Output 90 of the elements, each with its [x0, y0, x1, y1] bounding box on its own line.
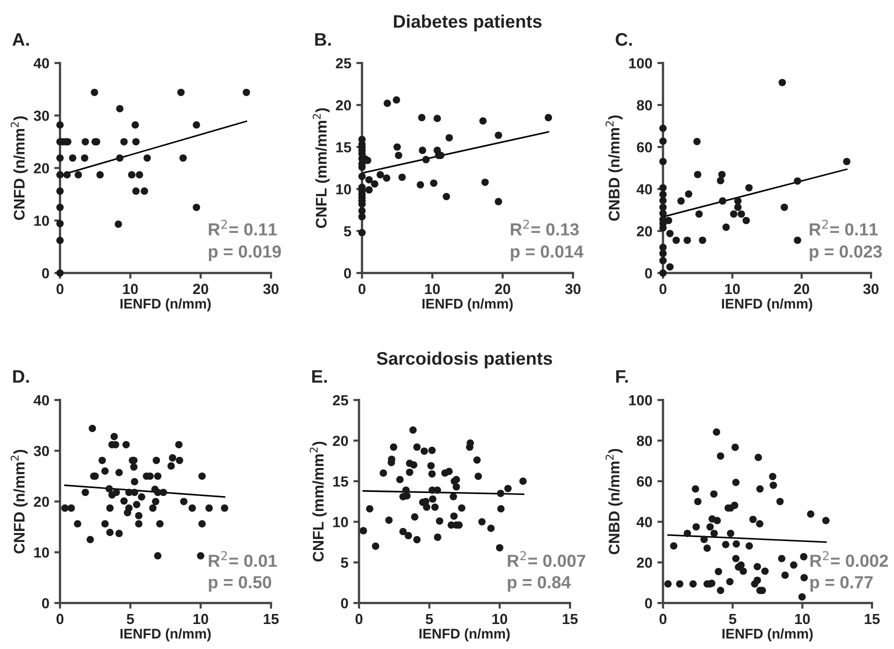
y-tick-label: 0 [645, 598, 652, 608]
y-tick-label: 40 [34, 58, 49, 68]
y-tick-label: 20 [34, 496, 49, 507]
x-axis-title: IENFD (n/mm) [422, 298, 513, 312]
x-tick-label: 30 [263, 284, 279, 294]
y-tick-label: 40 [636, 516, 652, 528]
y-tick-label: 60 [636, 476, 652, 487]
x-tick-label: 10 [795, 614, 810, 624]
y-tick-label: 25 [336, 58, 352, 68]
annotation: p = 0.019 [208, 245, 281, 262]
x-tick-label: 15 [864, 614, 880, 624]
x-tick-label: 0 [356, 614, 362, 624]
annotation: p = 0.77 [810, 576, 873, 592]
annotation: p = 0.023 [810, 245, 882, 262]
x-axis-title: IENFD (n/mm) [120, 298, 211, 312]
y-tick-label: 5 [340, 558, 348, 568]
y-tick-label: 10 [34, 216, 49, 226]
y-tick-label: 15 [333, 476, 348, 487]
y-tick-label: 10 [336, 184, 351, 194]
y-tick-label: 25 [332, 395, 348, 406]
x-tick-label: 30 [863, 284, 879, 294]
y-tick-label: 40 [34, 395, 49, 406]
y-tick-label: 20 [34, 163, 49, 174]
y-tick-label: 0 [42, 598, 49, 608]
y-tick-label: 100 [629, 58, 652, 68]
x-axis-title: IENFD (n/mm) [722, 298, 812, 312]
y-tick-label: 0 [341, 598, 348, 608]
y-axis-title: CNFL (mm/mm$^{2}$) [312, 108, 330, 228]
y-tick-label: 20 [636, 558, 652, 568]
x-tick-label: 5 [426, 614, 433, 624]
x-tick-label: 0 [56, 284, 64, 294]
x-tick-label: 15 [562, 614, 578, 624]
x-tick-label: 0 [358, 284, 366, 294]
y-tick-label: 80 [636, 100, 652, 110]
x-tick-label: 10 [492, 614, 508, 624]
y-tick-label: 30 [34, 446, 49, 456]
annotation: R$^{2}$= 0.002 [810, 551, 888, 567]
annotation: R$^{2}$= 0.11 [810, 220, 878, 236]
chart-title: C. [616, 33, 632, 46]
x-tick-label: 0 [660, 284, 666, 294]
annotation: R$^{2}$= 0.11 [208, 220, 277, 236]
x-tick-label: 20 [193, 284, 208, 294]
y-axis-title: CNFL (mm/mm$^{2}$) [310, 442, 327, 562]
y-axis-title: CNFD (n/mm$^{2}$) [10, 450, 28, 554]
chart-title: E. [312, 370, 327, 383]
x-tick-label: 20 [794, 284, 810, 294]
x-axis-title: IENFD (n/mm) [120, 628, 211, 642]
chart-title: D. [13, 370, 29, 383]
chart-subtitle: Diabetes patients [394, 14, 542, 32]
x-tick-label: 30 [565, 284, 581, 294]
y-tick-label: 40 [636, 184, 652, 194]
annotation: R$^{2}$= 0.01 [208, 551, 277, 567]
x-tick-label: 20 [495, 284, 510, 294]
y-tick-label: 20 [336, 100, 351, 110]
y-tick-label: 5 [344, 226, 352, 236]
y-tick-label: 0 [645, 268, 652, 278]
x-tick-label: 10 [193, 614, 208, 624]
annotation: p = 0.84 [508, 576, 571, 592]
y-tick-label: 10 [333, 516, 348, 528]
y-axis-title: CNFD (n/mm$^{2}$) [10, 116, 28, 220]
chart-title: A. [12, 33, 29, 46]
annotation: p = 0.014 [510, 245, 584, 262]
y-tick-label: 60 [636, 142, 652, 152]
y-tick-label: 0 [42, 268, 49, 278]
x-tick-label: 5 [729, 614, 736, 624]
x-tick-label: 0 [660, 614, 666, 624]
y-tick-label: 30 [34, 110, 49, 121]
x-axis-title: IENFD (n/mm) [420, 628, 510, 642]
x-tick-label: 5 [126, 614, 134, 624]
y-tick-label: 20 [332, 436, 348, 446]
y-axis-title: CNBD (n/mm$^{2}$) [606, 448, 623, 554]
x-axis-title: IENFD (n/mm) [722, 628, 813, 642]
x-tick-label: 15 [264, 614, 279, 624]
y-tick-label: 10 [34, 547, 49, 558]
x-tick-label: 10 [123, 284, 138, 294]
chart-title: F. [616, 370, 628, 383]
annotation: R$^{2}$= 0.13 [510, 220, 579, 236]
y-tick-label: 0 [344, 268, 351, 278]
chart-title: B. [315, 33, 331, 46]
y-tick-label: 15 [336, 142, 352, 152]
y-tick-label: 80 [636, 436, 652, 446]
y-axis-title: CNBD (n/mm$^{2}$) [606, 115, 623, 221]
y-tick-label: 100 [629, 395, 652, 406]
x-tick-label: 0 [56, 614, 64, 624]
x-tick-label: 10 [725, 284, 740, 294]
annotation: p = 0.50 [208, 576, 272, 592]
annotation: R$^{2}$= 0.007 [508, 551, 586, 567]
y-tick-label: 20 [636, 226, 652, 236]
chart-subtitle: Sarcoidosis patients [376, 352, 552, 368]
x-tick-label: 10 [425, 284, 440, 294]
